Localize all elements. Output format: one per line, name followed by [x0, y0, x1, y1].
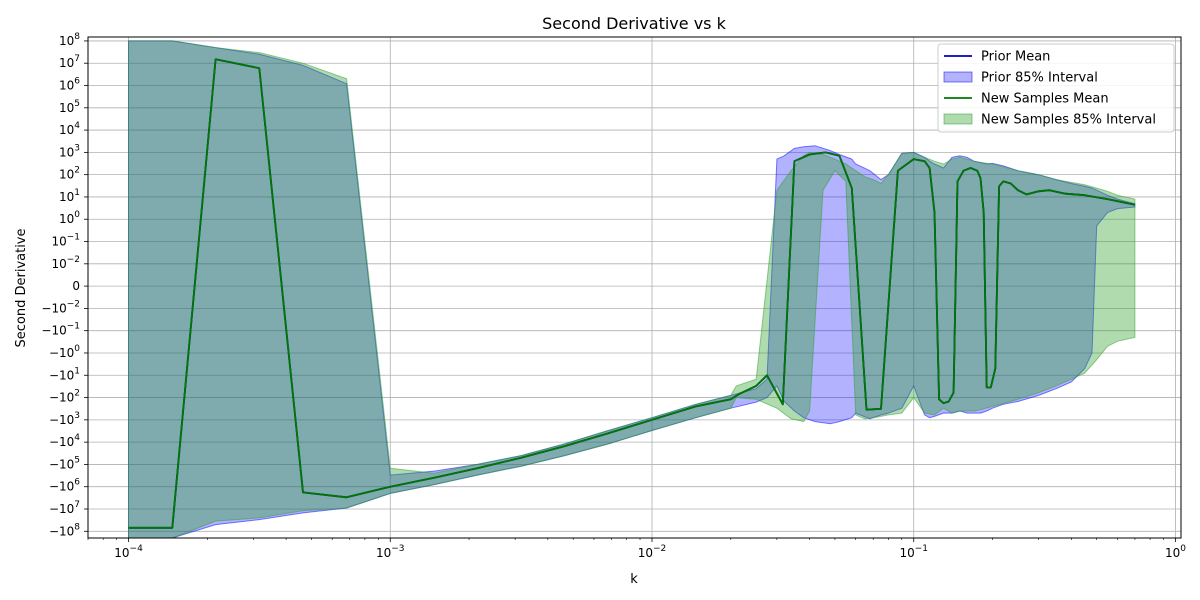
new-samples-mean-line: [128, 58, 1136, 529]
plot-frame: [87, 36, 1182, 539]
grid-lines: [88, 37, 1181, 538]
y-tick-label: −106: [49, 478, 80, 494]
y-tick-label: −104: [49, 433, 80, 449]
y-axis-label: Second Derivative: [14, 228, 29, 347]
y-tick-label: −101: [49, 366, 80, 382]
chart-title: Second Derivative vs k: [542, 14, 726, 33]
legend-box: [937, 43, 1175, 133]
y-tick-label: −100: [49, 344, 80, 360]
legend-label: Prior 85% Interval: [981, 71, 1098, 86]
y-tick-label: 0: [72, 279, 80, 293]
y-tick-label: −103: [49, 411, 80, 427]
y-tick-label: −108: [49, 522, 80, 538]
legend-label: Prior Mean: [981, 50, 1050, 65]
y-tick-label: −107: [49, 500, 80, 516]
legend-label: New Samples Mean: [981, 92, 1109, 107]
mean-lines: [128, 58, 1136, 529]
legend-label: New Samples 85% Interval: [981, 113, 1156, 128]
y-tick-label: −102: [49, 389, 80, 405]
y-axis-ticks: 10810710610510410310210110010−110−20−10−…: [41, 32, 88, 538]
legend: Prior Mean Prior 85% Interval New Samples …: [937, 43, 1175, 133]
interval-bands: [128, 40, 1136, 539]
y-tick-label: −105: [49, 455, 80, 471]
legend-band-swatch: [943, 113, 973, 125]
legend-band-swatch: [943, 71, 973, 83]
new-samples-85-interval-band: [128, 40, 1136, 539]
x-axis-label: k: [630, 572, 638, 587]
